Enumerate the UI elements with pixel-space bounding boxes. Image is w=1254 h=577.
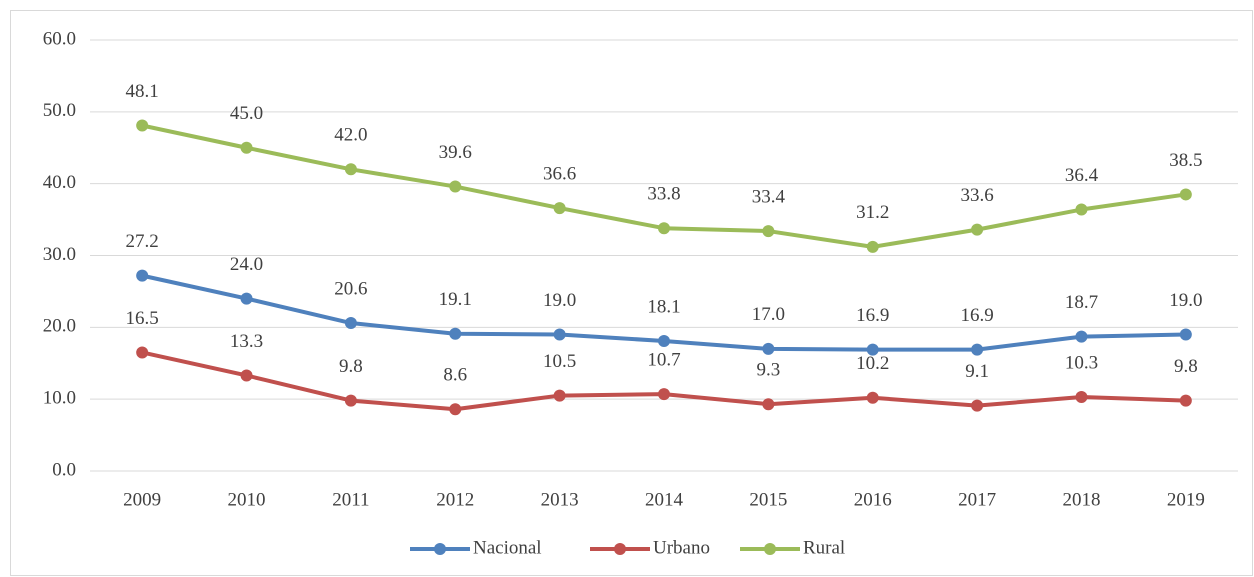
y-tick-label: 0.0 (52, 459, 76, 480)
x-tick-label: 2014 (645, 489, 684, 510)
data-label: 36.4 (1065, 165, 1099, 186)
data-point (762, 342, 775, 355)
data-point (449, 403, 462, 416)
x-tick-label: 2011 (332, 489, 369, 510)
data-label: 20.6 (334, 278, 367, 299)
y-tick-label: 50.0 (43, 100, 76, 121)
data-point (136, 119, 149, 132)
data-label: 36.6 (543, 163, 576, 184)
x-tick-label: 2019 (1167, 489, 1205, 510)
x-tick-label: 2017 (958, 489, 996, 510)
y-tick-label: 40.0 (43, 172, 76, 193)
data-point (658, 334, 670, 347)
data-label: 10.3 (1065, 352, 1098, 373)
x-tick-label: 2018 (1062, 489, 1100, 510)
data-point (866, 343, 879, 356)
data-point (762, 225, 775, 238)
data-point (658, 388, 670, 401)
y-tick-label: 10.0 (43, 388, 76, 409)
data-point (658, 222, 670, 235)
legend-label: Rural (803, 537, 845, 558)
data-point (449, 180, 462, 193)
data-label: 39.6 (439, 142, 472, 163)
data-label: 31.2 (856, 202, 889, 223)
data-label: 16.9 (960, 305, 993, 326)
data-label: 13.3 (230, 331, 263, 352)
y-tick-label: 60.0 (43, 28, 76, 49)
data-point (344, 317, 357, 330)
data-label: 38.5 (1169, 150, 1202, 171)
data-label: 33.4 (752, 186, 786, 207)
data-label: 10.7 (647, 349, 680, 370)
data-label: 33.6 (960, 185, 993, 206)
data-point (449, 327, 462, 340)
x-tick-label: 2015 (749, 489, 787, 510)
data-label: 8.6 (443, 365, 467, 386)
data-point (344, 163, 357, 176)
legend-label: Urbano (653, 537, 710, 558)
data-label: 9.1 (965, 361, 989, 382)
data-point (1179, 188, 1192, 201)
data-point (553, 389, 566, 402)
data-label: 17.0 (752, 304, 785, 325)
y-tick-label: 30.0 (43, 244, 76, 265)
data-point (866, 240, 879, 253)
data-label: 24.0 (230, 254, 263, 275)
data-point (1075, 330, 1088, 343)
x-tick-label: 2016 (854, 489, 892, 510)
data-label: 45.0 (230, 103, 263, 124)
data-point (971, 399, 984, 412)
legend-marker (614, 543, 626, 555)
legend-marker (434, 543, 446, 555)
data-label: 9.3 (756, 360, 780, 381)
data-point (553, 202, 566, 215)
data-point (1075, 391, 1088, 404)
data-point (553, 328, 566, 341)
x-tick-label: 2012 (436, 489, 474, 510)
data-label: 27.2 (126, 231, 159, 252)
data-point (240, 141, 253, 154)
data-point (136, 346, 149, 359)
x-tick-label: 2009 (123, 489, 161, 510)
data-point (971, 223, 984, 236)
data-label: 9.8 (339, 356, 363, 377)
data-label: 19.1 (439, 289, 472, 310)
data-point (240, 292, 253, 305)
data-label: 33.8 (647, 184, 680, 205)
data-label: 48.1 (126, 81, 159, 102)
data-point (344, 394, 357, 407)
data-point (1075, 203, 1088, 216)
data-point (136, 269, 149, 282)
y-tick-label: 20.0 (43, 316, 76, 337)
data-label: 10.5 (543, 351, 576, 372)
data-label: 16.9 (856, 305, 889, 326)
data-point (240, 369, 253, 382)
x-tick-label: 2013 (541, 489, 579, 510)
data-point (866, 391, 879, 404)
legend-label: Nacional (473, 537, 542, 558)
data-point (762, 398, 775, 411)
data-label: 19.0 (543, 290, 576, 311)
data-label: 18.1 (647, 296, 680, 317)
data-label: 9.8 (1174, 356, 1198, 377)
x-tick-label: 2010 (228, 489, 266, 510)
data-point (1179, 328, 1192, 341)
data-label: 19.0 (1169, 290, 1202, 311)
data-label: 16.5 (126, 308, 159, 329)
data-label: 10.2 (856, 353, 889, 374)
data-point (971, 343, 984, 356)
legend-marker (764, 543, 776, 555)
data-label: 18.7 (1065, 292, 1098, 313)
data-label: 42.0 (334, 125, 367, 146)
data-point (1179, 394, 1192, 407)
